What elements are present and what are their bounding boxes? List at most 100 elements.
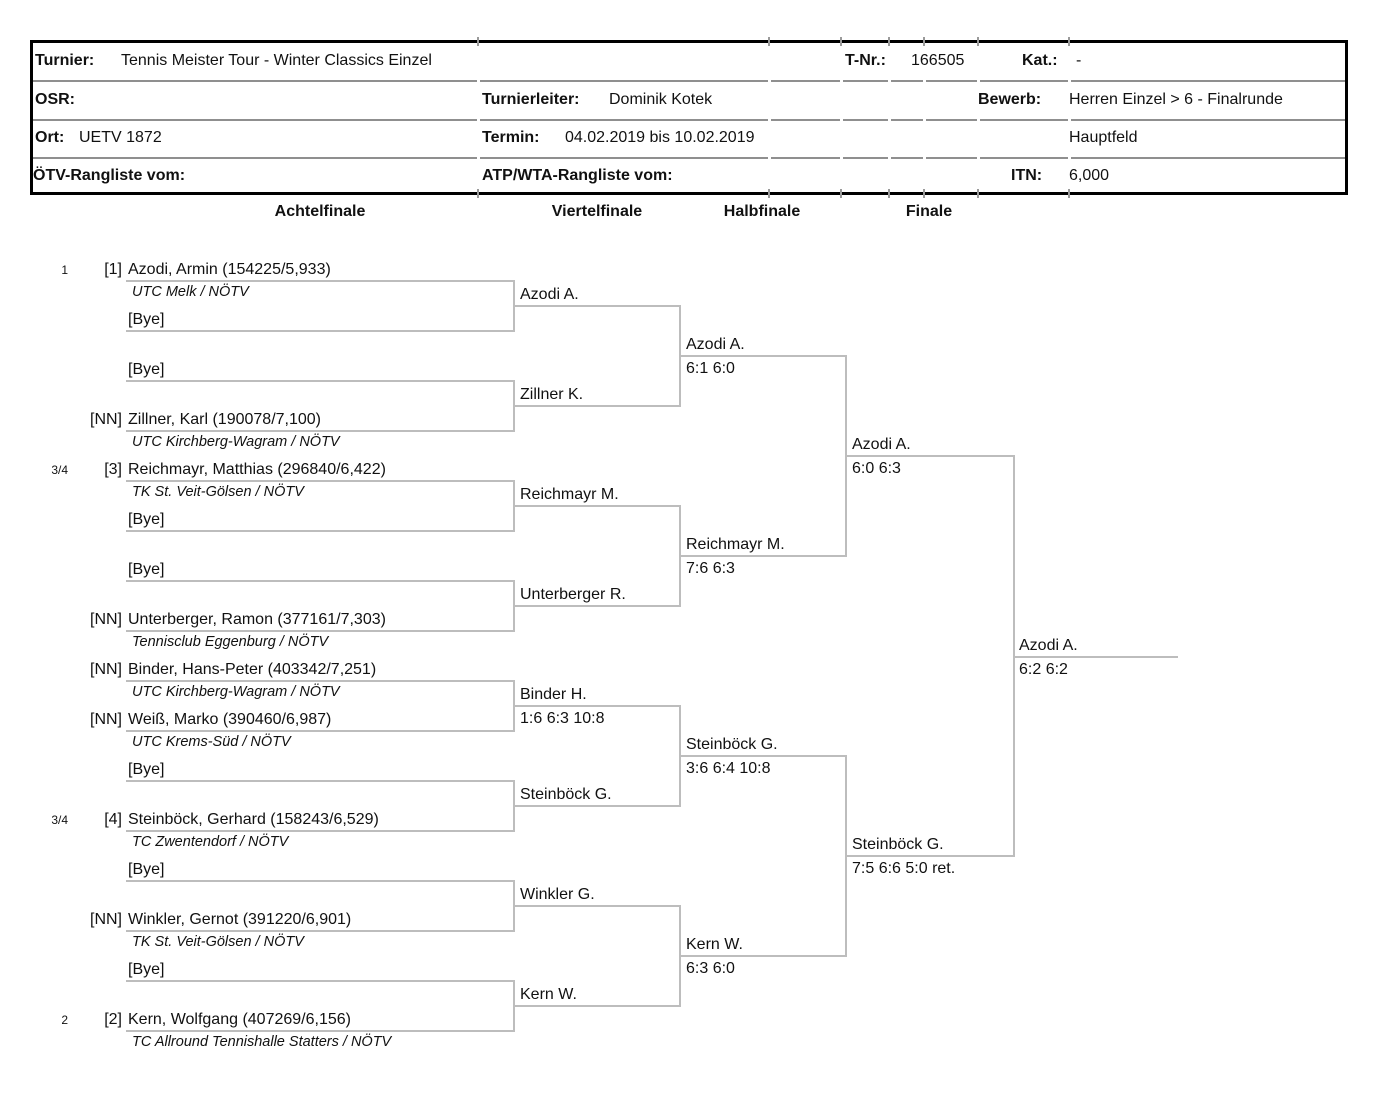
header-grid-gap	[888, 80, 891, 82]
header-grid-gap	[977, 157, 980, 159]
kat-value: -	[1076, 52, 1082, 69]
qf-winner-name: Unterberger R.	[520, 586, 626, 603]
bracket-line-h	[126, 330, 515, 332]
tnr-value: 166505	[911, 52, 965, 69]
bracket-line-h	[126, 830, 515, 832]
sf-winner-name: Steinböck G.	[686, 736, 778, 753]
bracket-slot-club: TK St. Veit-Gölsen / NÖTV	[132, 934, 304, 950]
header-grid-tick	[768, 189, 770, 198]
bracket-slot-name: Kern, Wolfgang (407269/6,156)	[128, 1011, 351, 1028]
header-grid-tick	[977, 189, 979, 198]
header-grid-tick	[840, 37, 842, 46]
turnierleiter-value: Dominik Kotek	[609, 91, 713, 108]
bracket-slot-name: [Bye]	[128, 961, 165, 978]
turnier-value: Tennis Meister Tour - Winter Classics Ei…	[121, 52, 432, 69]
bracket-line-h	[126, 430, 515, 432]
final-match-score: 7:5 6:6 5:0 ret.	[852, 860, 956, 877]
header-grid-gap	[1068, 80, 1071, 82]
qf-winner-name: Kern W.	[520, 986, 577, 1003]
header-grid-tick	[477, 189, 479, 198]
bewerb-value: Herren Einzel > 6 - Finalrunde	[1069, 91, 1283, 108]
bracket-slot-seed: [3]	[104, 461, 122, 478]
itn-label: ITN:	[1011, 167, 1043, 184]
qf-winner-name: Binder H.	[520, 686, 587, 703]
bracket-slot-seed: [NN]	[90, 711, 122, 728]
round-label-achtelfinale: Achtelfinale	[274, 203, 366, 220]
header-grid-gap	[923, 157, 926, 159]
header-grid-gap	[923, 80, 926, 82]
bracket-slot-seed: [NN]	[90, 611, 122, 628]
tnr-label: T-Nr.:	[845, 52, 886, 69]
sf-match-score: 6:3 6:0	[686, 960, 735, 977]
bracket-slot-name: Unterberger, Ramon (377161/7,303)	[128, 611, 386, 628]
final-match-score: 6:0 6:3	[852, 460, 901, 477]
qf-winner-name: Reichmayr M.	[520, 486, 619, 503]
bracket-slot-name: Binder, Hans-Peter (403342/7,251)	[128, 661, 377, 678]
qf-winner-name: Zillner K.	[520, 386, 584, 403]
bracket-line-h	[126, 1030, 515, 1032]
sf-match-score: 6:1 6:0	[686, 360, 735, 377]
header-grid-tick	[1068, 189, 1070, 198]
header-grid-tick	[923, 189, 925, 198]
header-grid-gap	[840, 80, 843, 82]
bracket-line-h	[126, 880, 515, 882]
bracket-slot-club: TC Allround Tennishalle Statters / NÖTV	[132, 1034, 392, 1050]
header-grid-tick	[1068, 37, 1070, 46]
bracket-slot-name: [Bye]	[128, 861, 165, 878]
ort-value: UETV 1872	[79, 129, 162, 146]
bracket-slot-seed: [NN]	[90, 411, 122, 428]
bracket-slot-pos: 3/4	[51, 463, 68, 477]
bracket-slot-seed: [NN]	[90, 661, 122, 678]
final-winner-name: Steinböck G.	[852, 836, 944, 853]
bracket-line-h	[513, 605, 681, 607]
header-grid-gap	[840, 119, 843, 121]
bracket-slot-name: [Bye]	[128, 511, 165, 528]
kat-label: Kat.:	[1022, 52, 1058, 69]
bracket-line-h	[513, 805, 681, 807]
qf-winner-name: Azodi A.	[520, 286, 579, 303]
header-grid-tick	[977, 37, 979, 46]
bracket-slot-name: Winkler, Gernot (391220/6,901)	[128, 911, 352, 928]
bracket-slot-name: Weiß, Marko (390460/6,987)	[128, 711, 332, 728]
bracket-slot-seed: [1]	[104, 261, 122, 278]
bracket-line-h	[513, 405, 681, 407]
bracket-slot-club: UTC Kirchberg-Wagram / NÖTV	[132, 434, 340, 450]
bracket-line-h	[126, 580, 515, 582]
bracket-slot-club: UTC Kirchberg-Wagram / NÖTV	[132, 684, 340, 700]
bracket-line-h	[513, 705, 681, 707]
qf-winner-name: Steinböck G.	[520, 786, 612, 803]
champion-name: Azodi A.	[1019, 637, 1078, 654]
header-row-separator	[33, 157, 1345, 159]
header-grid-gap	[888, 157, 891, 159]
bracket-line-h	[1013, 656, 1178, 658]
atp-rangliste-label: ATP/WTA-Rangliste vom:	[482, 167, 673, 184]
bracket-slot-club: Tennisclub Eggenburg / NÖTV	[132, 634, 329, 650]
bracket-slot-name: Azodi, Armin (154225/5,933)	[128, 261, 331, 278]
bracket-slot-name: Steinböck, Gerhard (158243/6,529)	[128, 811, 379, 828]
bracket-line-h	[513, 305, 681, 307]
qf-match-score: 1:6 6:3 10:8	[520, 710, 605, 727]
bracket-line-h	[126, 930, 515, 932]
bracket-line-h	[126, 380, 515, 382]
round-label-halbfinale: Halbfinale	[723, 203, 801, 220]
turnier-label: Turnier:	[35, 52, 95, 69]
bracket-line-h	[679, 755, 847, 757]
sf-winner-name: Reichmayr M.	[686, 536, 785, 553]
sf-winner-name: Azodi A.	[686, 336, 745, 353]
bracket-line-h	[126, 280, 515, 282]
header-grid-gap	[768, 80, 771, 82]
bracket-line-h	[126, 530, 515, 532]
bracket-slot-club: TK St. Veit-Gölsen / NÖTV	[132, 484, 304, 500]
bracket-line-h	[513, 905, 681, 907]
bracket-line-h	[845, 455, 1015, 457]
champion-score: 6:2 6:2	[1019, 661, 1068, 678]
header-grid-gap	[1068, 157, 1071, 159]
bracket-slot-club: UTC Melk / NÖTV	[132, 284, 249, 300]
header-grid-gap	[1068, 119, 1071, 121]
bracket-slot-seed: [NN]	[90, 911, 122, 928]
qf-winner-name: Winkler G.	[520, 886, 595, 903]
ort-label: Ort:	[35, 129, 65, 146]
header-grid-tick	[888, 189, 890, 198]
bracket-slot-pos: 1	[61, 263, 68, 277]
